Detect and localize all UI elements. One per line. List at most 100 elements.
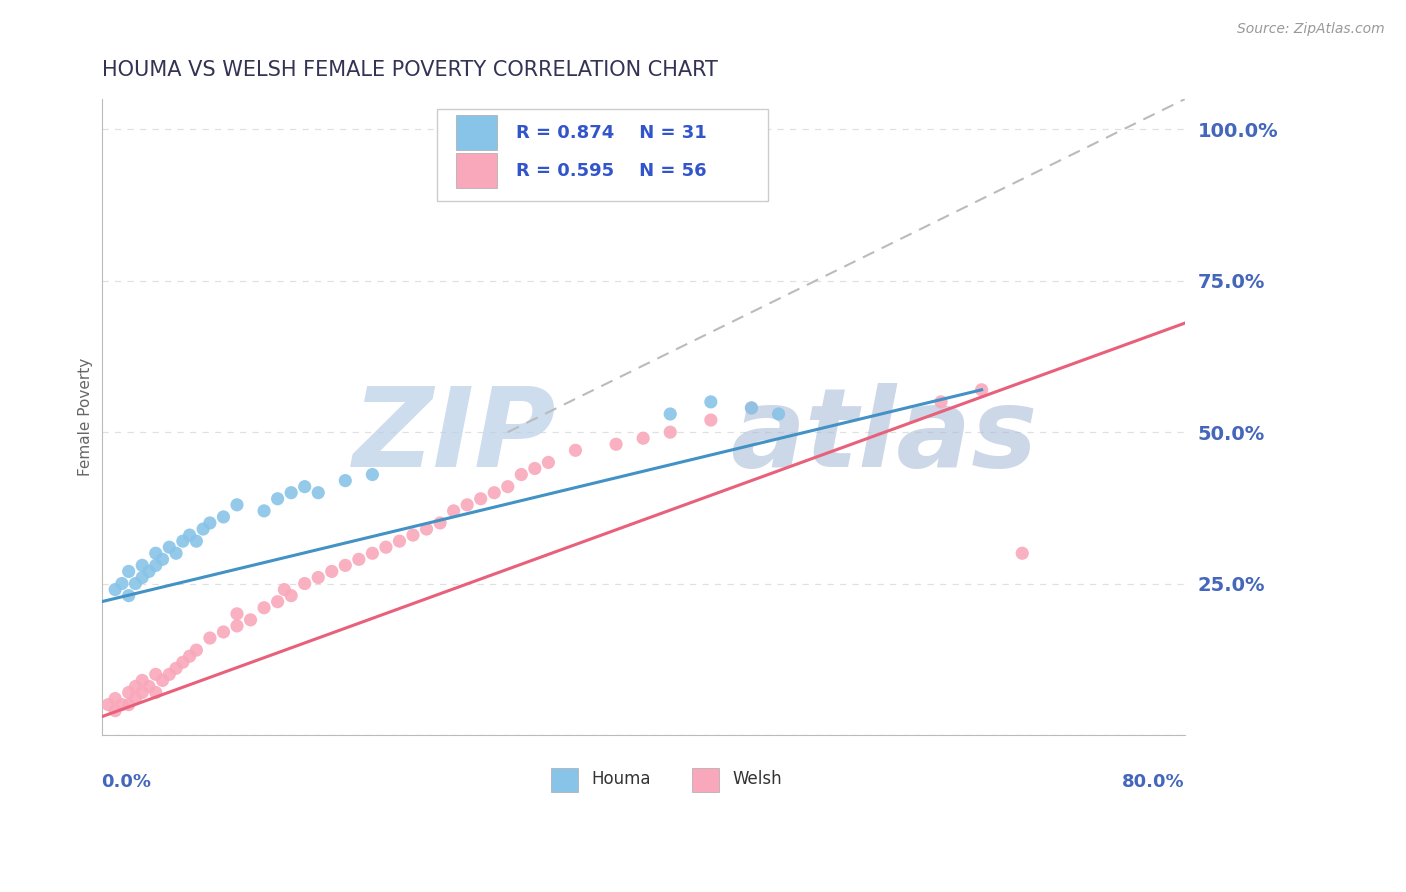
Point [659,425,682,439]
Point [294,576,316,591]
Point [510,467,533,482]
Text: R = 0.874    N = 31: R = 0.874 N = 31 [516,123,707,142]
Point [1011,546,1033,560]
Text: atlas: atlas [730,383,1038,490]
Point [145,667,167,681]
FancyBboxPatch shape [456,153,496,188]
Point [335,474,357,488]
Text: Houma: Houma [591,771,651,789]
Point [266,491,288,506]
Point [415,522,437,536]
FancyBboxPatch shape [437,109,768,201]
Point [700,395,723,409]
Point [226,619,249,633]
Point [537,455,560,469]
Point [165,546,187,560]
Point [152,673,174,688]
Point [659,407,682,421]
Point [118,565,141,579]
Point [294,480,316,494]
Point [605,437,627,451]
Point [212,624,235,639]
Point [273,582,295,597]
Point [131,570,153,584]
Point [172,655,194,669]
Point [131,673,153,688]
Point [118,589,141,603]
Point [172,534,194,549]
Point [97,698,120,712]
Point [118,698,141,712]
Point [253,504,276,518]
Point [118,685,141,699]
Point [740,401,762,415]
Point [740,401,762,415]
Point [700,413,723,427]
Point [347,552,370,566]
Point [443,504,465,518]
Point [111,698,134,712]
Point [970,383,993,397]
Point [104,704,127,718]
Point [523,461,546,475]
Point [266,595,288,609]
Point [374,540,396,554]
Point [131,685,153,699]
Point [157,667,180,681]
Point [157,540,180,554]
Point [361,546,384,560]
FancyBboxPatch shape [456,115,496,150]
FancyBboxPatch shape [551,768,578,792]
Point [564,443,586,458]
Point [226,607,249,621]
Point [124,576,146,591]
Point [145,685,167,699]
Point [212,510,235,524]
Point [186,643,208,657]
Point [388,534,411,549]
Point [280,485,302,500]
Point [104,691,127,706]
Y-axis label: Female Poverty: Female Poverty [79,358,93,476]
Point [191,522,214,536]
Text: R = 0.595    N = 56: R = 0.595 N = 56 [516,161,707,179]
Text: 80.0%: 80.0% [1122,773,1185,791]
Text: Source: ZipAtlas.com: Source: ZipAtlas.com [1237,22,1385,37]
Point [253,600,276,615]
Point [179,649,201,664]
Point [361,467,384,482]
Text: Welsh: Welsh [733,771,782,789]
Point [929,395,952,409]
FancyBboxPatch shape [692,768,718,792]
Point [307,570,329,584]
Point [179,528,201,542]
Point [470,491,492,506]
Text: 0.0%: 0.0% [101,773,152,791]
Point [496,480,519,494]
Point [131,558,153,573]
Point [198,631,221,645]
Point [165,661,187,675]
Point [321,565,343,579]
Point [124,691,146,706]
Point [335,558,357,573]
Point [198,516,221,530]
Point [138,565,160,579]
Text: HOUMA VS WELSH FEMALE POVERTY CORRELATION CHART: HOUMA VS WELSH FEMALE POVERTY CORRELATIO… [101,60,717,80]
Point [104,582,127,597]
Point [307,485,329,500]
Point [152,552,174,566]
Point [456,498,478,512]
Point [484,485,506,500]
Point [111,576,134,591]
Point [138,680,160,694]
Point [186,534,208,549]
Point [429,516,451,530]
Point [226,498,249,512]
Point [145,546,167,560]
Point [124,680,146,694]
Text: ZIP: ZIP [353,383,557,490]
Point [145,558,167,573]
Point [239,613,262,627]
Point [768,407,790,421]
